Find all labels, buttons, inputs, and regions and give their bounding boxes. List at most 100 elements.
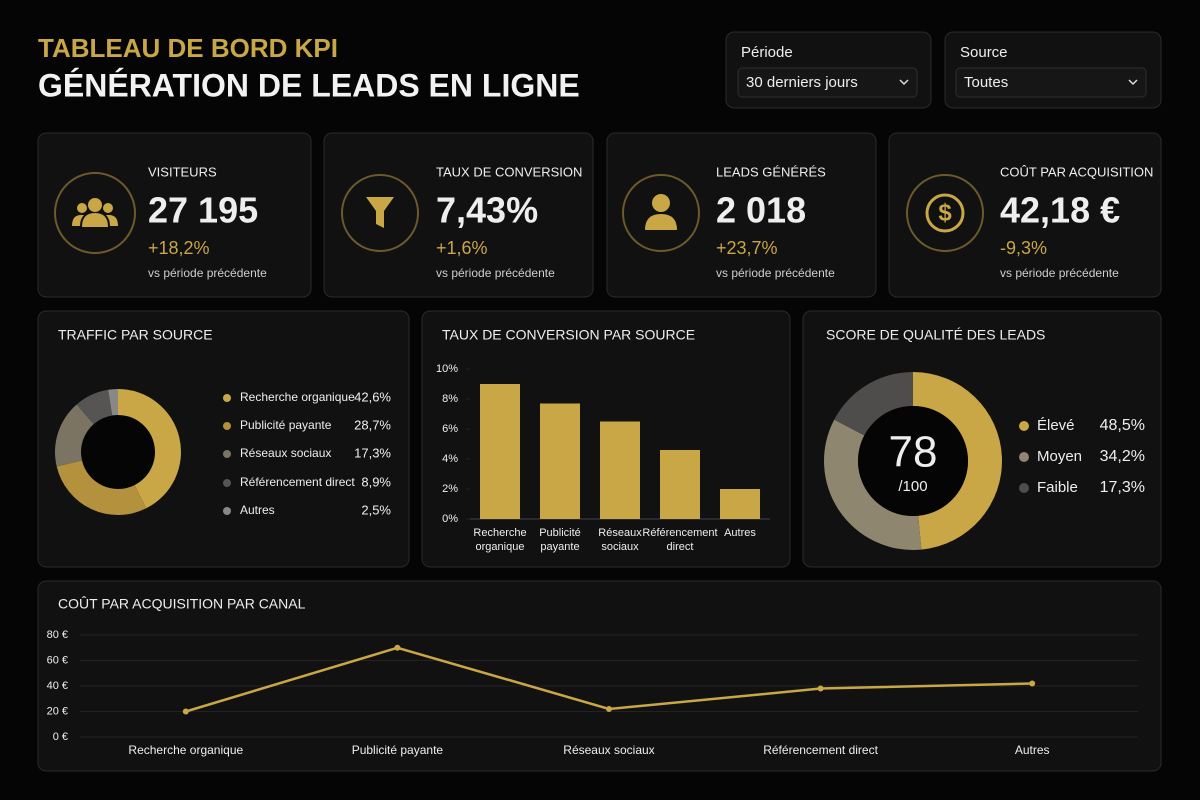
legend-swatch — [1019, 421, 1029, 431]
x-tick-label: Recherche organique — [473, 527, 526, 553]
kpi-note: vs période précédente — [436, 266, 555, 280]
legend-value: 17,3% — [1100, 479, 1145, 496]
y-tick-label: 0% — [442, 513, 458, 525]
bar — [480, 384, 520, 519]
filter-select[interactable] — [955, 67, 1147, 98]
score-max: /100 — [898, 478, 927, 495]
legend-label: Réseaux sociaux — [240, 446, 331, 460]
chart-title: COÛT PAR ACQUISITION PAR CANAL — [58, 596, 306, 612]
y-tick-label: 2% — [442, 483, 458, 495]
y-tick-label: 80 € — [47, 629, 68, 641]
chevron — [899, 79, 909, 86]
kpi-value: 42,18 € — [1000, 190, 1120, 231]
legend-value: 42,6% — [354, 389, 391, 404]
x-tick-label: Référencement direct — [642, 527, 717, 553]
kpi-value: 7,43% — [436, 190, 538, 231]
kpi-delta: +18,2% — [148, 238, 210, 258]
legend-swatch — [1019, 483, 1029, 493]
y-tick-label: 60 € — [47, 654, 68, 666]
filter-label: Source — [960, 44, 1008, 61]
y-tick-label: 6% — [442, 423, 458, 435]
kpi-delta: +23,7% — [716, 238, 778, 258]
filter-select[interactable] — [737, 67, 918, 98]
donut-segment — [56, 460, 147, 516]
icon-person — [645, 194, 677, 230]
point — [817, 685, 824, 692]
y-tick-label: 20 € — [47, 705, 68, 717]
y-tick-label: 8% — [442, 393, 458, 405]
icon-dollar: $ — [925, 193, 965, 233]
icon-people — [72, 198, 118, 227]
donut-hole — [80, 414, 156, 490]
legend-label: Recherche organique — [240, 390, 355, 404]
chart-card — [37, 580, 1162, 772]
x-tick-label: Recherche organique — [128, 743, 243, 757]
legend-label: Publicité payante — [240, 418, 332, 432]
legend-label: Faible — [1037, 479, 1078, 496]
donut-segment — [824, 419, 922, 550]
bar — [720, 489, 760, 519]
bar — [600, 421, 640, 519]
filter-label: Période — [741, 44, 793, 61]
legend-label: Autres — [240, 503, 275, 517]
y-tick-label: 40 € — [47, 680, 68, 692]
x-tick-label: Autres — [1015, 743, 1050, 757]
y-tick-label: 4% — [442, 453, 458, 465]
x-tick-label: Réseaux sociaux — [563, 743, 654, 757]
title: TABLEAU DE BORD KPI — [38, 33, 338, 63]
kpi-note: vs période précédente — [716, 266, 835, 280]
legend-value: 2,5% — [361, 502, 391, 517]
kpi-value: 2 018 — [716, 190, 806, 231]
legend-swatch — [223, 422, 231, 430]
y-tick-label: 10% — [436, 363, 458, 375]
icon-funnel — [366, 197, 394, 228]
kpi-note: vs période précédente — [1000, 266, 1119, 280]
kpi-card — [888, 132, 1162, 298]
legend-label: Référencement direct — [240, 475, 355, 489]
legend-label: Moyen — [1037, 448, 1082, 465]
donut-segment — [834, 372, 913, 436]
donut-segment — [55, 404, 94, 467]
filter-value[interactable]: Toutes — [964, 74, 1008, 91]
donut-segment — [118, 389, 182, 509]
x-tick-label: Référencement direct — [763, 743, 878, 757]
legend-label: Élevé — [1037, 417, 1075, 434]
legend-swatch — [1019, 452, 1029, 462]
kpi-card — [606, 132, 877, 298]
score: 78 — [889, 428, 938, 477]
legend-swatch — [223, 394, 231, 402]
legend-swatch — [223, 450, 231, 458]
donut-segment — [108, 389, 118, 416]
filter-value[interactable]: 30 derniers jours — [746, 74, 858, 91]
point — [606, 705, 612, 712]
bar — [660, 450, 700, 519]
chart-title: SCORE DE QUALITÉ DES LEADS — [826, 327, 1045, 343]
kpi-delta: +1,6% — [436, 238, 488, 258]
donut-segment — [76, 389, 113, 425]
x-tick-label: Publicité payante — [352, 743, 444, 757]
chart-title: TAUX DE CONVERSION PAR SOURCE — [442, 327, 695, 343]
legend-value: 17,3% — [354, 445, 391, 460]
bar — [540, 403, 580, 519]
donut-hole — [858, 406, 968, 516]
kpi-label: COÛT PAR ACQUISITION — [1000, 164, 1153, 179]
kpi-note: vs période précédente — [148, 266, 267, 280]
kpi-label: TAUX DE CONVERSION — [436, 164, 582, 179]
x-tick-label: Autres — [724, 527, 756, 539]
kpi-label: LEADS GÉNÉRÉS — [716, 164, 826, 179]
donut-segment — [913, 372, 1003, 550]
legend-swatch — [223, 479, 231, 487]
point — [1029, 680, 1036, 687]
x-tick-label: Publicité payante — [539, 527, 581, 553]
chart-title: TRAFFIC PAR SOURCE — [58, 327, 213, 343]
point — [182, 708, 189, 715]
x-tick-label: Réseaux sociaux — [598, 527, 642, 553]
point — [394, 644, 401, 651]
kpi-icon-rings — [54, 172, 984, 254]
kpi-label: VISITEURS — [148, 164, 217, 179]
chevron — [1128, 79, 1138, 86]
kpi-card — [323, 132, 594, 298]
svg-text:$: $ — [938, 199, 952, 226]
